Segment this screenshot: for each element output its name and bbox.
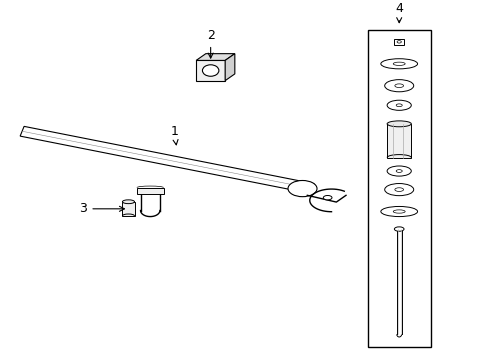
Ellipse shape bbox=[386, 166, 410, 176]
Polygon shape bbox=[224, 54, 234, 81]
Ellipse shape bbox=[386, 121, 410, 127]
Text: 1: 1 bbox=[170, 125, 178, 145]
Ellipse shape bbox=[202, 65, 219, 76]
Bar bbox=[122, 202, 134, 216]
Text: 2: 2 bbox=[206, 29, 214, 58]
Ellipse shape bbox=[380, 206, 417, 217]
Ellipse shape bbox=[386, 100, 410, 110]
Bar bbox=[386, 124, 410, 158]
Ellipse shape bbox=[380, 59, 417, 69]
Bar bbox=[393, 39, 404, 45]
Ellipse shape bbox=[394, 188, 403, 192]
Bar bbox=[196, 60, 224, 81]
Ellipse shape bbox=[392, 62, 405, 66]
Bar bbox=[137, 188, 163, 194]
Polygon shape bbox=[20, 126, 313, 193]
Text: 3: 3 bbox=[80, 202, 124, 215]
Ellipse shape bbox=[395, 104, 402, 107]
Text: 4: 4 bbox=[394, 2, 402, 23]
Ellipse shape bbox=[394, 84, 403, 87]
Ellipse shape bbox=[323, 195, 331, 200]
Ellipse shape bbox=[395, 170, 402, 172]
Ellipse shape bbox=[122, 200, 134, 204]
Ellipse shape bbox=[287, 180, 316, 197]
Ellipse shape bbox=[384, 80, 413, 92]
Bar bbox=[367, 30, 430, 347]
Ellipse shape bbox=[384, 184, 413, 196]
Ellipse shape bbox=[396, 41, 401, 43]
Polygon shape bbox=[196, 54, 234, 60]
Ellipse shape bbox=[392, 210, 405, 213]
Ellipse shape bbox=[393, 227, 403, 231]
